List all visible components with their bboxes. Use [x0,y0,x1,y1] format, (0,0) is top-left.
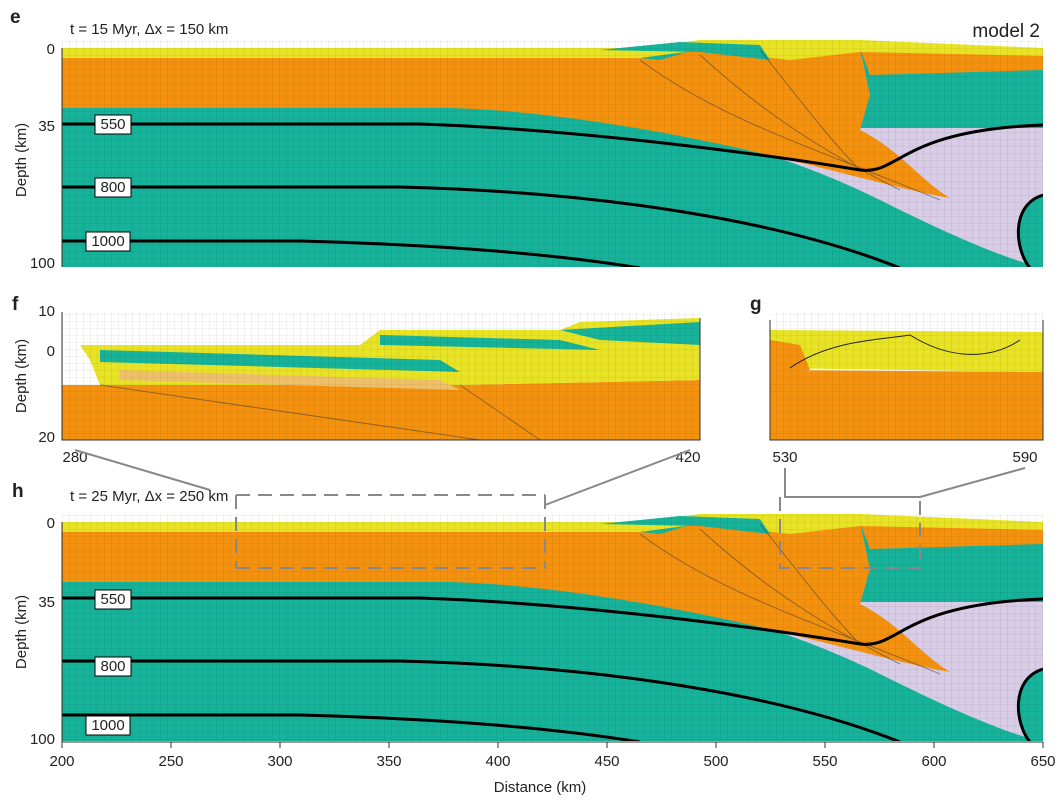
y-tick: 100 [30,731,55,748]
x-tick: 400 [485,753,510,770]
isotherm-label: 1000 [91,717,124,734]
x-tick: 250 [158,753,183,770]
x-tick: 280 [62,449,87,466]
section-g [770,312,1043,440]
panel-label: f [12,294,19,315]
panel-label: e [10,7,21,28]
figure-label: model 2 [972,21,1040,42]
y-label: Depth (km) [13,595,30,669]
panel-label: g [750,294,762,315]
y-label: Depth (km) [13,123,30,197]
isotherm-label: 800 [100,658,125,675]
y-tick: 100 [30,255,55,272]
annotation: t = 15 Myr, Δx = 150 km [70,21,228,38]
x-tick: 450 [594,753,619,770]
x-tick: 300 [267,753,292,770]
isotherm-label: 1000 [91,233,124,250]
isotherm-label: 800 [100,179,125,196]
y-tick: 35 [38,594,55,611]
y-tick: 35 [38,118,55,135]
x-tick: 350 [376,753,401,770]
section-h [62,514,1043,742]
x-ticks: 200 250 300 350 400 450 500 550 600 650 [49,742,1055,770]
y-tick: 20 [38,429,55,446]
panel-label: h [12,481,24,502]
section-e [62,40,1043,268]
x-tick: 500 [703,753,728,770]
y-tick: 0 [47,515,55,532]
y-tick: 0 [47,41,55,58]
x-tick: 650 [1030,753,1055,770]
x-tick: 600 [921,753,946,770]
annotation: t = 25 Myr, Δx = 250 km [70,488,228,505]
isotherm-label: 550 [100,116,125,133]
x-label: Distance (km) [494,779,587,796]
x-tick: 530 [772,449,797,466]
y-label: Depth (km) [13,339,30,413]
x-tick: 550 [812,753,837,770]
section-f [62,312,700,440]
x-tick: 590 [1012,449,1037,466]
y-tick: 10 [38,303,55,320]
x-tick: 200 [49,753,74,770]
y-tick: 0 [47,343,55,360]
figure: e t = 15 Myr, Δx = 150 km model 2 Depth … [0,0,1057,800]
isotherm-label: 550 [100,591,125,608]
